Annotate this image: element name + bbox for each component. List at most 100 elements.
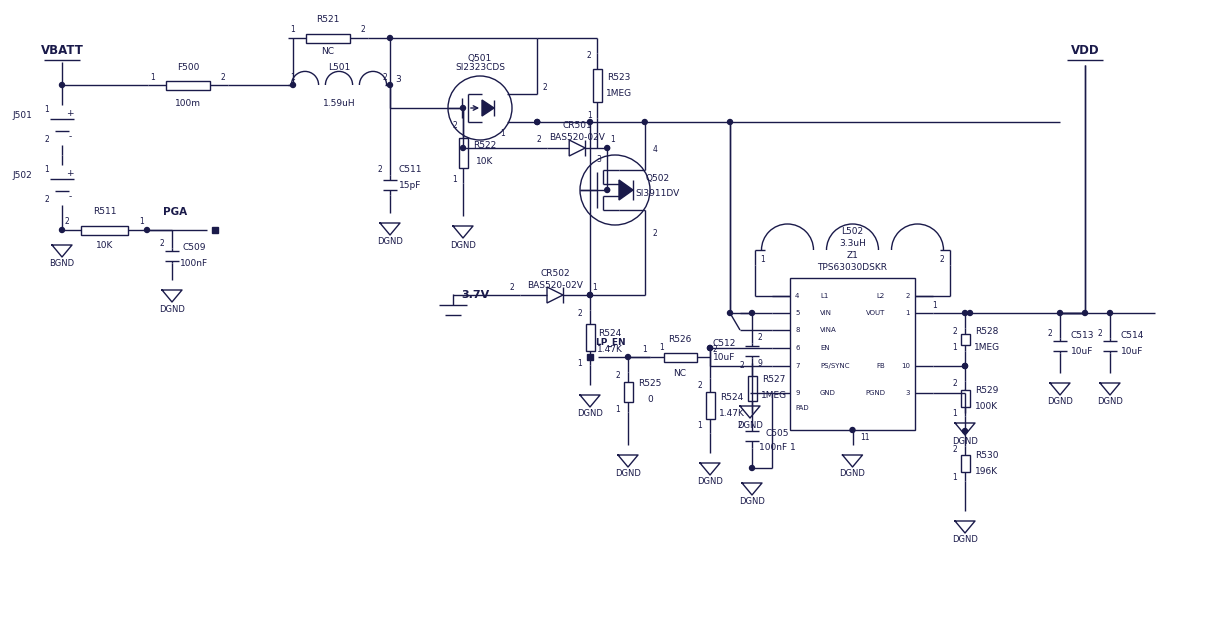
Text: 10uF: 10uF <box>1071 347 1093 355</box>
Circle shape <box>1082 311 1087 316</box>
Circle shape <box>605 188 610 193</box>
Bar <box>663 352 696 361</box>
Text: GND: GND <box>820 390 836 396</box>
Polygon shape <box>843 455 862 467</box>
Bar <box>961 390 969 407</box>
Text: PS/SYNC: PS/SYNC <box>820 363 850 369</box>
Text: 1: 1 <box>905 310 910 316</box>
Text: 1: 1 <box>150 72 155 82</box>
Text: DGND: DGND <box>615 469 641 478</box>
Text: SI3911DV: SI3911DV <box>636 189 680 197</box>
Circle shape <box>535 119 540 124</box>
Text: 100K: 100K <box>975 402 999 411</box>
Bar <box>166 80 210 90</box>
Text: 2: 2 <box>536 136 541 144</box>
Circle shape <box>1058 311 1063 316</box>
Text: 11: 11 <box>860 433 870 443</box>
Text: 3.7V: 3.7V <box>461 290 490 300</box>
Text: 2: 2 <box>587 51 592 61</box>
Bar <box>306 33 351 43</box>
Bar <box>624 382 632 402</box>
Text: EN: EN <box>820 345 829 351</box>
Text: 1: 1 <box>593 282 598 292</box>
Text: VBATT: VBATT <box>41 43 84 56</box>
Text: 3: 3 <box>597 155 601 165</box>
Text: DGND: DGND <box>450 241 476 249</box>
Text: VOUT: VOUT <box>866 310 886 316</box>
Polygon shape <box>742 483 763 495</box>
Text: 1: 1 <box>952 344 957 352</box>
Text: 1: 1 <box>44 165 49 175</box>
Text: 1MEG: 1MEG <box>761 391 787 400</box>
Polygon shape <box>1050 383 1070 395</box>
Text: 2: 2 <box>1097 329 1102 337</box>
Polygon shape <box>617 455 638 467</box>
Text: -: - <box>69 132 71 142</box>
Text: 1: 1 <box>44 105 49 115</box>
Text: NC: NC <box>321 48 335 56</box>
Text: 2: 2 <box>160 240 165 248</box>
Text: 2: 2 <box>509 282 514 292</box>
Text: 2: 2 <box>952 326 957 335</box>
Text: 1: 1 <box>952 409 957 417</box>
Circle shape <box>727 311 733 316</box>
Text: 1.47K: 1.47K <box>720 409 745 418</box>
Circle shape <box>850 428 855 433</box>
Bar <box>961 334 969 345</box>
Text: 0: 0 <box>647 396 653 404</box>
Circle shape <box>707 345 712 350</box>
Text: 3: 3 <box>905 390 910 396</box>
Text: 1: 1 <box>499 129 504 139</box>
Bar <box>790 278 915 430</box>
Text: BGND: BGND <box>49 259 75 269</box>
Text: 2: 2 <box>44 136 49 144</box>
Text: L2: L2 <box>877 293 886 299</box>
Text: CR501: CR501 <box>562 121 592 131</box>
Text: J502: J502 <box>12 170 32 180</box>
Text: C512: C512 <box>712 339 736 347</box>
Circle shape <box>387 82 392 87</box>
Text: 7: 7 <box>795 363 800 369</box>
Polygon shape <box>569 140 585 156</box>
Text: Q501: Q501 <box>467 53 492 63</box>
Circle shape <box>1107 311 1112 316</box>
Polygon shape <box>52 245 73 257</box>
Polygon shape <box>162 290 182 302</box>
Text: 1: 1 <box>578 358 582 368</box>
Text: VIN: VIN <box>820 310 831 316</box>
Text: DGND: DGND <box>739 498 765 506</box>
Text: 2: 2 <box>653 228 657 238</box>
Text: 2: 2 <box>758 334 763 342</box>
Polygon shape <box>954 423 975 435</box>
Text: 2: 2 <box>952 444 957 454</box>
Text: 2: 2 <box>360 25 365 35</box>
Bar <box>748 376 756 400</box>
Text: 10K: 10K <box>96 241 113 251</box>
Text: 2: 2 <box>952 379 957 389</box>
Polygon shape <box>1100 383 1121 395</box>
Text: PGA: PGA <box>162 207 187 217</box>
Text: PGND: PGND <box>865 390 886 396</box>
Text: R528: R528 <box>975 327 999 336</box>
Circle shape <box>727 119 733 124</box>
Text: FB: FB <box>876 363 886 369</box>
Circle shape <box>460 145 465 150</box>
Text: R529: R529 <box>975 386 999 395</box>
Text: 1: 1 <box>290 72 295 82</box>
Text: 3.3uH: 3.3uH <box>839 240 866 248</box>
Text: R521: R521 <box>316 15 339 25</box>
Text: J501: J501 <box>12 111 32 119</box>
Text: 2: 2 <box>940 256 945 264</box>
Circle shape <box>749 465 754 470</box>
Text: 1: 1 <box>290 25 295 35</box>
Text: TPS63030DSKR: TPS63030DSKR <box>818 264 888 272</box>
Text: 1.47K: 1.47K <box>597 345 622 355</box>
Text: 2: 2 <box>905 293 910 299</box>
Circle shape <box>535 119 540 124</box>
Polygon shape <box>954 521 975 533</box>
Circle shape <box>963 311 968 316</box>
Text: 4: 4 <box>653 145 658 155</box>
Bar <box>593 69 601 102</box>
Text: +: + <box>66 108 74 118</box>
Text: 1: 1 <box>140 217 144 227</box>
